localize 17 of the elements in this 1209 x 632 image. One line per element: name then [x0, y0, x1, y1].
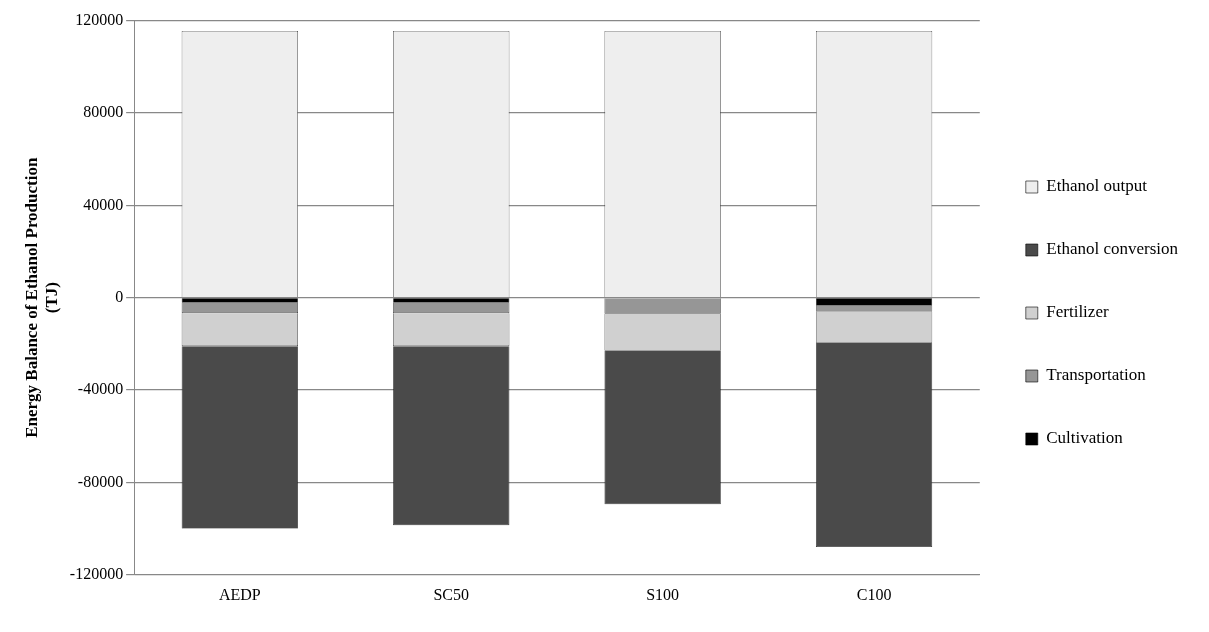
legend-label: Transportation: [1046, 365, 1147, 385]
legend-label: Fertilizer: [1046, 302, 1109, 322]
y-axis-title: Energy Balance of Ethanol Production (TJ): [21, 157, 61, 438]
x-tick-label: S100: [646, 585, 680, 603]
legend-label: Ethanol conversion: [1046, 239, 1179, 259]
x-tick-label: C100: [856, 585, 892, 603]
y-tick-label: -80000: [77, 472, 124, 490]
y-tick-label: -40000: [77, 380, 124, 398]
legend-label: Cultivation: [1046, 428, 1124, 448]
y-tick-label: 0: [115, 287, 124, 305]
y-tick-label: -120000: [69, 565, 124, 582]
x-tick-label: AEDP: [218, 585, 261, 603]
x-tick-label: SC50: [433, 585, 470, 603]
y-tick-label: 80000: [83, 103, 124, 121]
y-tick-label: 120000: [75, 10, 124, 28]
legend-label: Ethanol output: [1046, 176, 1148, 196]
y-tick-label: 40000: [83, 195, 124, 213]
